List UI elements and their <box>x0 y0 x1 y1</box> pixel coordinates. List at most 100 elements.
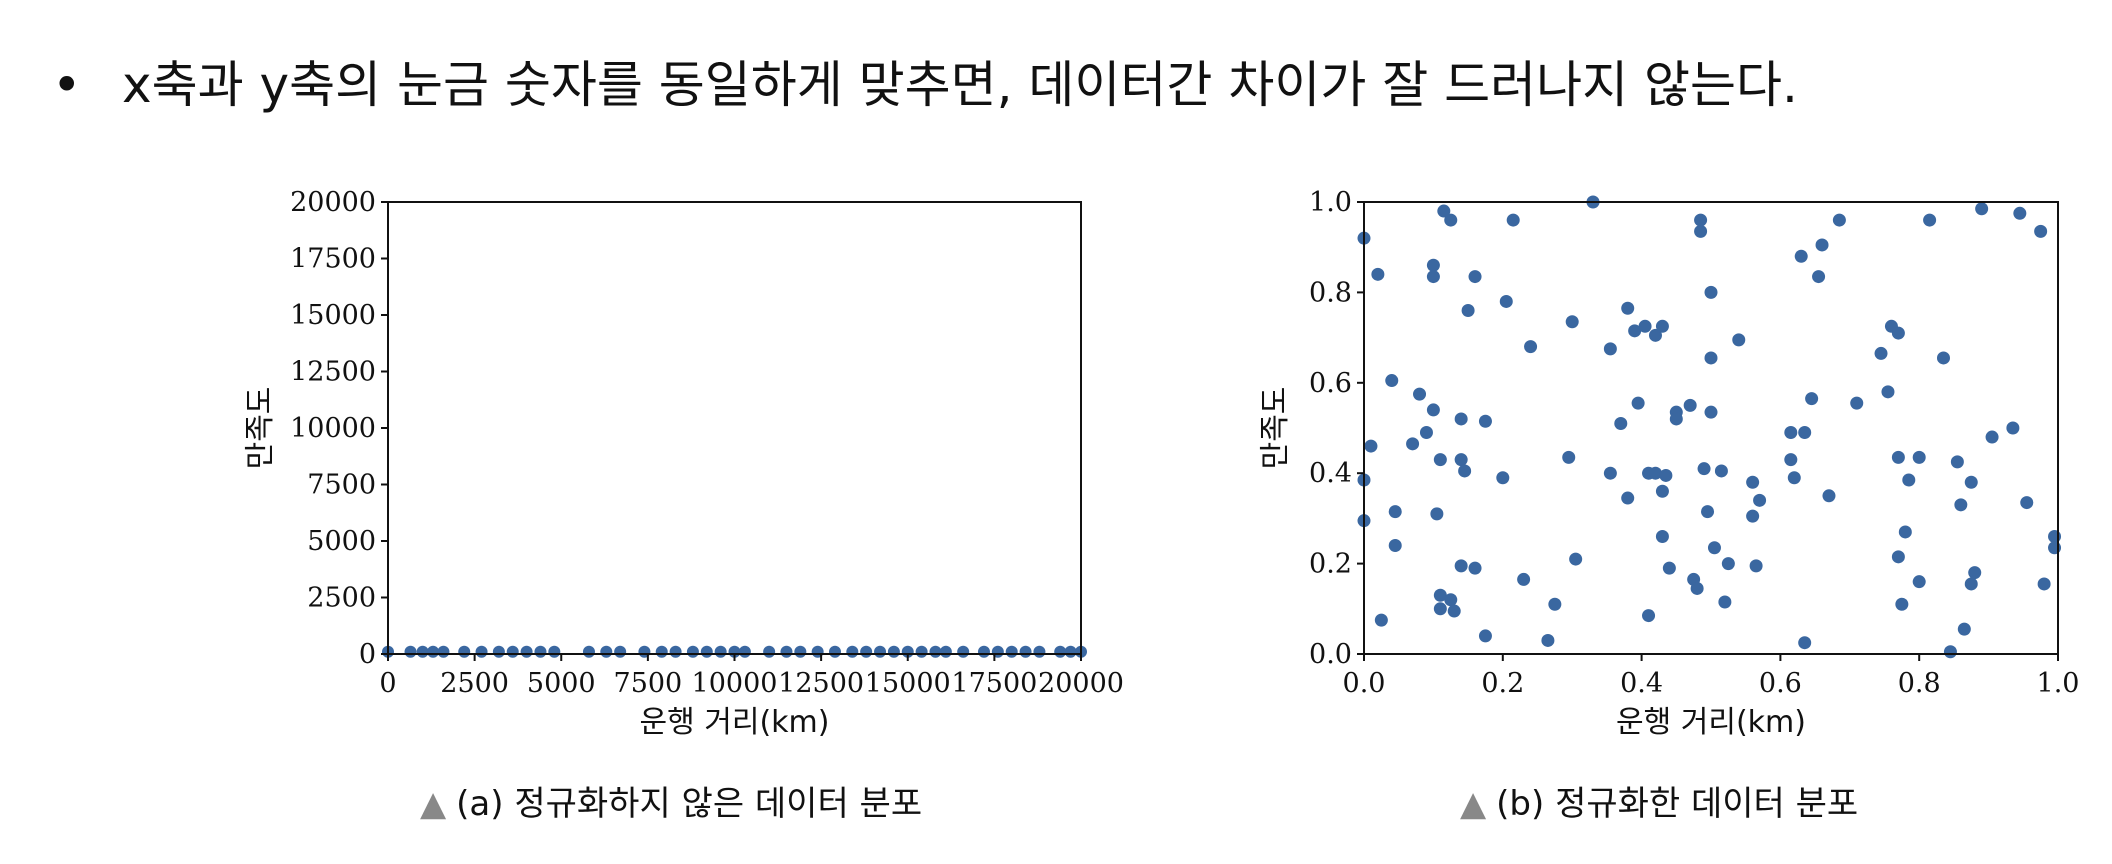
y-tick-label: 10000 <box>290 413 376 444</box>
data-point <box>2034 224 2048 238</box>
data-point <box>1621 301 1635 315</box>
data-point <box>1950 455 1964 469</box>
data-point <box>1732 333 1746 347</box>
data-point <box>1697 462 1711 476</box>
data-point <box>1985 430 1999 444</box>
data-point <box>1444 593 1458 607</box>
data-point <box>1603 466 1617 480</box>
bullet-line: • x축과 y축의 눈금 숫자를 동일하게 맞추면, 데이터간 차이가 잘 드러나… <box>52 50 1798 120</box>
data-point <box>1964 475 1978 489</box>
data-point <box>1468 561 1482 575</box>
x-tick-label: 7500 <box>614 668 683 699</box>
data-point <box>1388 539 1402 553</box>
data-point <box>1943 645 1957 659</box>
data-point <box>1822 489 1836 503</box>
triangle-marker-icon: ▲ <box>420 784 447 824</box>
x-tick-label: 12500 <box>778 668 864 699</box>
plot-frame <box>1363 201 2059 655</box>
x-axis-label: 운행 거리(km) <box>640 705 830 740</box>
data-point <box>1413 387 1427 401</box>
data-point <box>1798 426 1812 440</box>
data-point <box>1541 633 1555 647</box>
data-point <box>1444 213 1458 227</box>
data-point <box>1659 468 1673 482</box>
data-point <box>1517 572 1531 586</box>
y-tick-label: 0 <box>359 639 376 670</box>
data-point <box>1499 294 1513 308</box>
data-point <box>1787 471 1801 485</box>
data-point <box>1714 464 1728 478</box>
data-point <box>1454 412 1468 426</box>
data-point <box>1614 416 1628 430</box>
data-point <box>1975 202 1989 216</box>
data-point <box>1371 267 1385 281</box>
data-point <box>2020 496 2034 510</box>
data-point <box>1569 552 1583 566</box>
y-tick-label: 0.4 <box>1309 458 1352 489</box>
data-point <box>1426 258 1440 272</box>
data-point <box>1898 525 1912 539</box>
data-point <box>1648 328 1662 342</box>
data-point <box>1454 453 1468 467</box>
data-point <box>1642 609 1656 623</box>
data-point <box>1704 285 1718 299</box>
data-point <box>1746 475 1760 489</box>
data-point <box>1694 213 1708 227</box>
x-tick-label: 10000 <box>692 668 778 699</box>
data-point <box>1430 507 1444 521</box>
data-point <box>1426 403 1440 417</box>
data-point <box>1704 351 1718 365</box>
data-point <box>2048 541 2062 555</box>
data-point <box>1891 326 1905 340</box>
data-point <box>1603 342 1617 356</box>
bullet-point-icon: • <box>52 56 82 114</box>
x-tick-label: 0.8 <box>1898 668 1941 699</box>
x-tick-label: 2500 <box>440 668 509 699</box>
x-tick-label: 5000 <box>527 668 596 699</box>
data-point <box>1912 575 1926 589</box>
data-point <box>1454 559 1468 573</box>
x-tick-label: 0.2 <box>1481 668 1524 699</box>
data-point <box>1621 491 1635 505</box>
data-point <box>1707 541 1721 555</box>
data-point <box>1496 471 1510 485</box>
data-point <box>1721 557 1735 571</box>
data-point <box>2013 206 2027 220</box>
data-point <box>1683 398 1697 412</box>
data-point <box>1478 629 1492 643</box>
x-tick-label: 1.0 <box>2037 668 2080 699</box>
x-tick-label: 0.6 <box>1759 668 1802 699</box>
y-tick-label: 0.6 <box>1309 368 1352 399</box>
y-tick-label: 15000 <box>290 300 376 331</box>
y-axis-label: 만족도 <box>243 387 278 470</box>
data-point <box>1562 450 1576 464</box>
data-point <box>2037 577 2051 591</box>
data-point <box>1902 473 1916 487</box>
data-point <box>1458 464 1472 478</box>
data-point <box>1374 613 1388 627</box>
data-point <box>1655 484 1669 498</box>
x-axis-label: 운행 거리(km) <box>1616 705 1806 740</box>
data-point <box>1805 392 1819 406</box>
data-point <box>1881 385 1895 399</box>
data-point <box>1832 213 1846 227</box>
data-point <box>1753 493 1767 507</box>
y-tick-label: 7500 <box>307 470 376 501</box>
data-point <box>1426 270 1440 284</box>
data-point <box>1638 319 1652 333</box>
data-point <box>1690 581 1704 595</box>
y-tick-label: 12500 <box>290 357 376 388</box>
data-point <box>1506 213 1520 227</box>
data-point <box>1957 622 1971 636</box>
data-point <box>1364 439 1378 453</box>
data-point <box>1655 319 1669 333</box>
y-tick-label: 20000 <box>290 187 376 218</box>
data-point <box>1718 595 1732 609</box>
data-point <box>1912 450 1926 464</box>
data-point <box>1784 453 1798 467</box>
data-point <box>1631 396 1645 410</box>
data-point <box>1746 509 1760 523</box>
data-point <box>1964 577 1978 591</box>
data-point <box>1433 453 1447 467</box>
